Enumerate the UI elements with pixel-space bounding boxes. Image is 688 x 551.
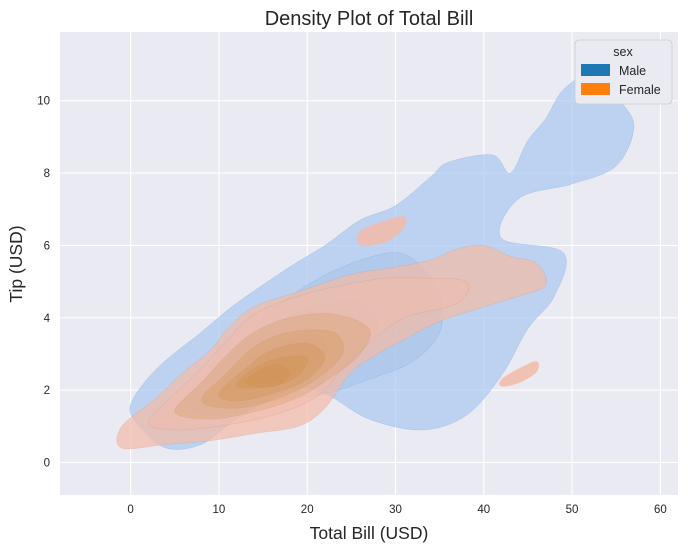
density-contour-female (116, 244, 547, 450)
density-contour-female (174, 313, 371, 420)
y-tick-label: 8 (44, 168, 50, 180)
density-contour-female (235, 355, 309, 389)
legend-title: sex (613, 45, 633, 59)
legend-label-male: Male (619, 64, 646, 78)
density-contour-female (356, 216, 407, 247)
y-tick-label: 4 (44, 313, 51, 325)
legend-swatch-male (581, 64, 610, 76)
density-contour-female (245, 364, 290, 388)
y-tick-label: 2 (44, 385, 50, 397)
density-contour-female (148, 277, 469, 431)
density-layers (116, 75, 635, 450)
y-axis-label: Tip (USD) (6, 225, 26, 302)
ticks: 0 10 20 30 40 50 60 0 2 4 6 8 10 (37, 96, 667, 516)
density-contour-female (201, 329, 344, 409)
x-tick-label: 50 (566, 504, 579, 516)
x-tick-label: 30 (389, 504, 402, 516)
watermark: 知乎 @动手哥123 (536, 514, 671, 533)
legend-swatch-female (581, 83, 610, 95)
x-tick-label: 40 (477, 504, 490, 516)
x-tick-label: 0 (127, 504, 133, 516)
y-tick-label: 10 (37, 96, 50, 108)
density-contour-female (499, 361, 539, 387)
y-tick-label: 6 (44, 240, 50, 252)
x-tick-label: 20 (301, 504, 314, 516)
density-contour-female (218, 342, 326, 402)
legend: sex Male Female (574, 39, 673, 105)
legend-label-female: Female (619, 83, 661, 97)
x-axis-label: Total Bill (USD) (310, 523, 429, 543)
y-tick-label: 0 (44, 457, 50, 469)
chart-title: Density Plot of Total Bill (265, 8, 474, 30)
x-tick-label: 10 (213, 504, 226, 516)
x-tick-label: 60 (654, 504, 667, 516)
